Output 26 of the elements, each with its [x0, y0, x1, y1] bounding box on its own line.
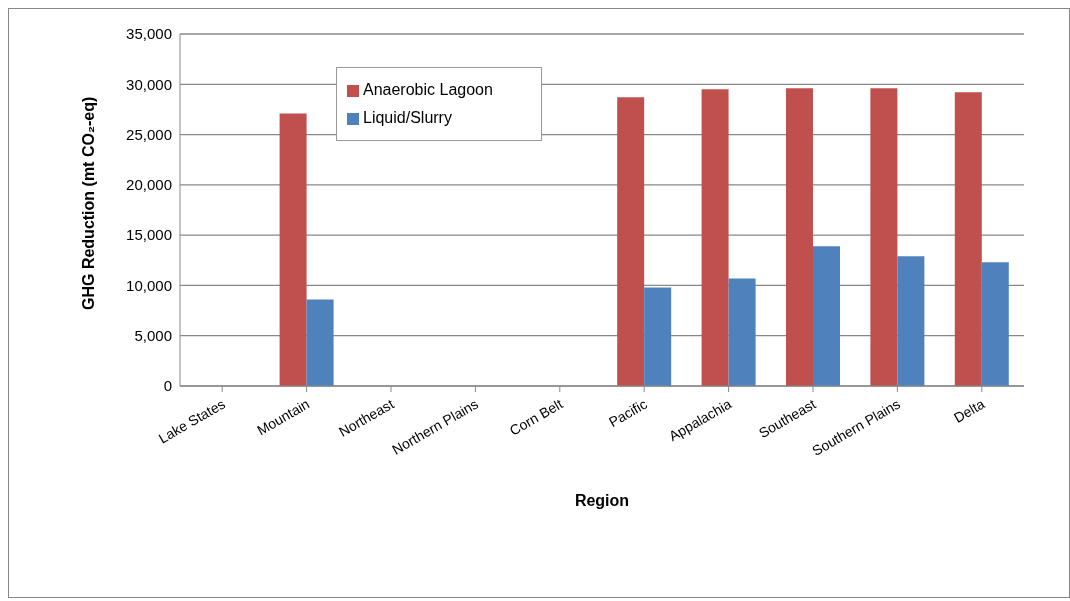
y-axis-title: GHG Reduction (mt CO₂-eq): [79, 96, 97, 310]
y-tick-label: 15,000: [126, 226, 172, 244]
y-tick-label: 5,000: [134, 327, 172, 345]
bar: [306, 299, 334, 386]
y-tick-label: 30,000: [126, 75, 172, 93]
bar: [701, 89, 729, 386]
bar: [954, 92, 982, 386]
x-tick-label: Corn Belt: [506, 395, 566, 439]
x-tick-label: Delta: [950, 395, 988, 426]
bar: [279, 113, 307, 386]
y-tick-label: 35,000: [126, 25, 172, 43]
bar: [870, 88, 898, 386]
bar: [897, 256, 925, 386]
bar: [812, 246, 840, 386]
bar: [785, 88, 813, 386]
y-tick-label: 10,000: [126, 276, 172, 294]
legend-label: Anaerobic Lagoon: [363, 81, 493, 98]
bar: [981, 262, 1009, 386]
y-tick-label: 0: [163, 377, 172, 395]
y-tick-label: 25,000: [126, 125, 172, 143]
y-tick-label: 20,000: [126, 176, 172, 194]
bar: [617, 97, 645, 386]
bar: [644, 287, 672, 386]
x-axis-title: Region: [574, 492, 630, 509]
legend-label: Liquid/Slurry: [363, 109, 452, 126]
bar: [728, 278, 756, 386]
